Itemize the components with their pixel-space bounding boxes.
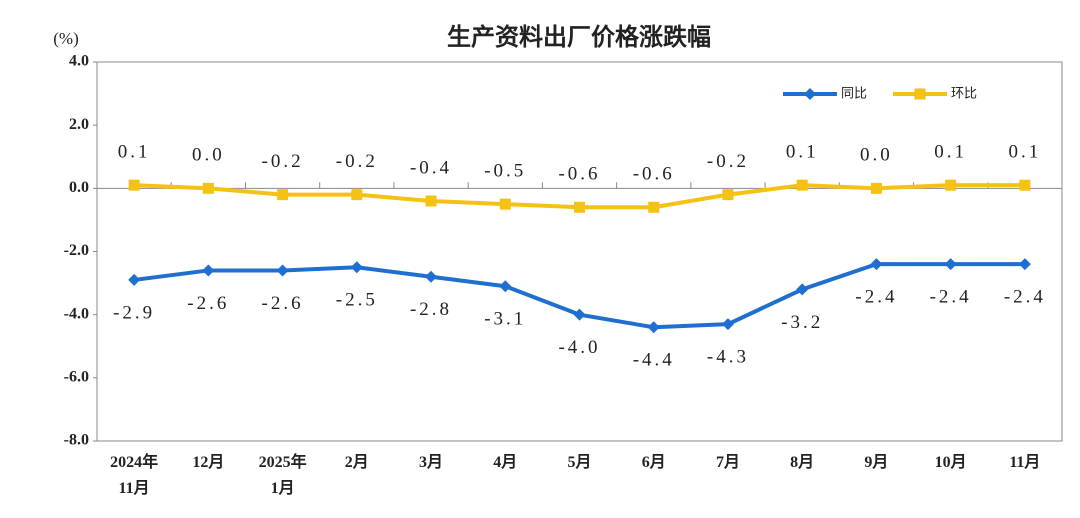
y-axis-label: (%): [53, 29, 78, 48]
point: [128, 273, 141, 286]
point: [276, 264, 289, 277]
y-tick-label: 0.0: [69, 179, 89, 196]
x-tick-label: 9月: [864, 453, 888, 471]
x-tick-label: 11月: [1009, 453, 1040, 471]
point: [425, 195, 437, 207]
point: [1019, 179, 1031, 191]
legend-label: 环比: [951, 87, 977, 102]
value-label: 0.0: [192, 145, 225, 166]
x-tick-label: 4月: [493, 453, 517, 471]
legend-marker: [804, 88, 816, 100]
y-tick-label: -6.0: [64, 369, 89, 386]
value-label: -2.4: [1004, 286, 1046, 307]
point: [573, 308, 586, 321]
point: [648, 201, 660, 213]
y-tick-label: 4.0: [69, 53, 89, 70]
point: [277, 189, 289, 201]
value-label: 0.1: [118, 142, 151, 163]
legend-marker: [914, 88, 926, 100]
value-label: 0.1: [1009, 142, 1042, 163]
y-tick-label: -4.0: [64, 305, 89, 322]
point: [1018, 258, 1031, 271]
point: [350, 261, 363, 274]
value-label: -0.2: [336, 151, 378, 172]
point: [425, 270, 438, 283]
x-tick-label: 2025年 1月: [259, 452, 307, 497]
value-label: -0.2: [262, 151, 304, 172]
y-tick-label: 2.0: [69, 116, 89, 133]
value-label: -0.4: [410, 157, 452, 178]
legend-label: 同比: [841, 87, 867, 102]
value-label: -0.6: [558, 164, 600, 185]
x-tick-label: 2024年 11月: [110, 452, 158, 497]
point: [202, 264, 215, 277]
value-label: 0.1: [934, 142, 967, 163]
value-label: -2.5: [336, 290, 378, 311]
point: [721, 318, 734, 331]
y-tick-label: -8.0: [64, 432, 89, 449]
point: [202, 182, 214, 194]
value-label: -2.6: [262, 293, 304, 314]
value-label: -0.2: [707, 151, 749, 172]
point: [870, 182, 882, 194]
value-label: -2.4: [855, 286, 897, 307]
value-label: -0.6: [633, 164, 675, 185]
value-label: -2.4: [930, 286, 972, 307]
value-label: 0.1: [786, 142, 819, 163]
point: [722, 189, 734, 201]
point: [351, 189, 363, 201]
value-label: -4.3: [707, 347, 749, 368]
value-label: -4.0: [558, 337, 600, 358]
value-label: -3.1: [484, 309, 526, 330]
value-label: -4.4: [633, 350, 675, 371]
x-tick-label: 10月: [935, 453, 967, 471]
x-tick-label: 7月: [716, 453, 740, 471]
plot-frame: [96, 61, 1063, 442]
x-tick-label: 6月: [642, 453, 666, 471]
point: [647, 321, 660, 334]
point: [499, 198, 511, 210]
point: [945, 179, 957, 191]
point: [796, 283, 809, 296]
value-label: 0.0: [860, 145, 893, 166]
x-tick-label: 8月: [790, 453, 814, 471]
point: [574, 201, 585, 213]
value-label: -2.8: [410, 299, 452, 320]
y-tick-label: -2.0: [64, 242, 89, 259]
point: [796, 179, 808, 191]
point: [870, 258, 883, 271]
point: [499, 280, 512, 293]
x-tick-label: 5月: [567, 453, 591, 471]
value-label: -0.5: [484, 160, 526, 181]
value-label: -2.9: [113, 302, 155, 323]
x-tick-label: 2月: [345, 453, 369, 471]
x-tick-label: 12月: [192, 453, 224, 471]
value-label: -3.2: [781, 312, 823, 333]
chart-title: 生产资料出厂价格涨跌幅: [447, 23, 711, 51]
point: [944, 258, 957, 271]
point: [128, 179, 140, 191]
value-label: -2.6: [187, 293, 229, 314]
x-tick-label: 3月: [419, 453, 443, 471]
